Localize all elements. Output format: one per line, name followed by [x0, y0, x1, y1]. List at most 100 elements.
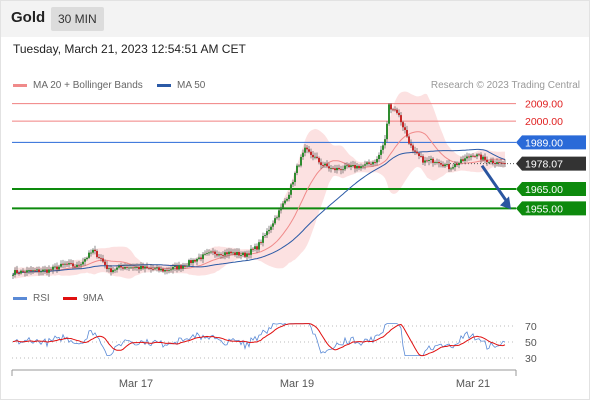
candle-body — [200, 257, 202, 260]
candle-body — [38, 269, 40, 273]
candle-body — [392, 109, 394, 111]
candle-body — [318, 157, 320, 163]
candle-body — [332, 167, 334, 169]
candle-body — [148, 267, 150, 269]
candle-body — [486, 159, 488, 163]
candle-body — [126, 266, 128, 268]
candle-body — [278, 210, 280, 218]
candle-body — [260, 242, 262, 243]
candle-body — [186, 265, 188, 267]
candle-body — [264, 235, 266, 237]
candle-body — [168, 270, 170, 272]
candle-body — [12, 274, 14, 276]
candle-body — [110, 268, 112, 273]
forecast-arrow-head — [500, 196, 511, 210]
candle-body — [254, 246, 256, 249]
candle-body — [366, 162, 368, 165]
candle-body — [242, 252, 244, 256]
candle-body — [346, 165, 348, 167]
candle-body — [106, 264, 108, 270]
candle-body — [224, 252, 226, 256]
candle-body — [152, 268, 154, 270]
legend-ma20-label: MA 20 + Bollinger Bands — [33, 80, 143, 91]
candle-body — [358, 165, 360, 169]
candle-body — [338, 167, 340, 170]
candle-body — [258, 242, 260, 250]
candle-body — [334, 168, 336, 171]
candle-body — [88, 252, 90, 258]
candle-body — [414, 150, 416, 152]
x-tick-label: Mar 21 — [456, 378, 490, 390]
candle-body — [448, 164, 450, 170]
candle-body — [468, 156, 470, 158]
candle-body — [18, 273, 20, 274]
forecast-arrow — [480, 164, 511, 210]
candle-body — [454, 163, 456, 168]
candle-body — [380, 149, 382, 155]
candle-body — [300, 156, 302, 166]
level-value-text: 1965.00 — [525, 184, 563, 196]
candle-body — [336, 167, 338, 171]
legend-ma20-bollinger: MA 20 + Bollinger Bands — [13, 80, 143, 91]
candle-body — [460, 159, 462, 163]
candle-body — [96, 251, 98, 258]
candle-body — [322, 165, 324, 166]
level-label-1965.00: 1965.00 — [516, 181, 586, 196]
candle-body — [272, 223, 274, 227]
timeframe-button[interactable]: 30 MIN — [51, 7, 104, 31]
candle-body — [342, 169, 344, 171]
candle-body — [206, 253, 208, 254]
candle-body — [194, 260, 196, 262]
candle-body — [60, 263, 62, 267]
candle-body — [40, 271, 42, 273]
candle-body — [46, 269, 48, 273]
candle-body — [112, 270, 114, 273]
candle-body — [98, 257, 100, 258]
x-axis: Mar 17 Mar 19 Mar 21 — [11, 369, 517, 390]
candle-body — [410, 143, 412, 146]
candle-body — [412, 145, 414, 151]
level-value-text: 1989.00 — [525, 137, 563, 149]
candle-body — [158, 267, 160, 271]
candle-body — [458, 162, 460, 166]
candle-body — [426, 160, 428, 162]
candle-body — [326, 163, 328, 167]
candle-body — [196, 258, 198, 262]
candle-body — [244, 252, 246, 257]
ma9-swatch — [63, 296, 77, 300]
candle-body — [252, 248, 254, 250]
candle-body — [70, 263, 72, 264]
candle-body — [480, 154, 482, 160]
level-label-1955.00: 1955.00 — [516, 201, 586, 216]
candle-body — [212, 251, 214, 253]
candle-body — [250, 248, 252, 255]
candle-body — [128, 267, 130, 269]
level-value-text: 1978.07 — [525, 159, 563, 171]
candle-body — [142, 265, 144, 269]
ma50-line — [12, 148, 506, 276]
candle-body — [488, 162, 490, 163]
candle-body — [172, 266, 174, 270]
candle-body — [416, 151, 418, 154]
forecast-arrow-line — [480, 164, 510, 205]
candle-body — [490, 160, 492, 163]
candle-body — [188, 260, 190, 266]
candle-body — [464, 158, 466, 161]
candle-body — [220, 254, 222, 256]
candle-body — [452, 167, 454, 169]
candle-body — [22, 270, 24, 272]
candle-body — [420, 156, 422, 157]
candles — [12, 102, 506, 279]
legend-ma50-label: MA 50 — [177, 80, 206, 91]
rsi-panel: 70 50 30 — [12, 321, 537, 365]
candle-body — [238, 251, 240, 256]
candle-body — [306, 147, 308, 150]
candle-body — [124, 266, 126, 269]
ma20-swatch — [13, 83, 27, 87]
candle-body — [434, 162, 436, 163]
candle-body — [174, 266, 176, 267]
candle-body — [204, 253, 206, 255]
candle-body — [190, 260, 192, 264]
candle-body — [74, 266, 76, 268]
candle-body — [214, 251, 216, 255]
